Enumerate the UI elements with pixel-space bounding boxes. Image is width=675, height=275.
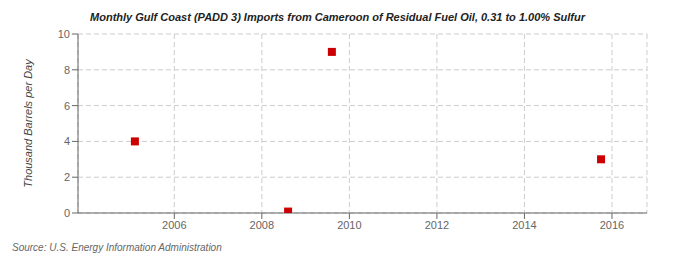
svg-text:Thousand Barrels per Day: Thousand Barrels per Day bbox=[22, 58, 34, 188]
svg-text:10: 10 bbox=[58, 28, 70, 40]
svg-text:2012: 2012 bbox=[425, 219, 449, 231]
svg-text:2016: 2016 bbox=[600, 219, 624, 231]
svg-text:8: 8 bbox=[64, 64, 70, 76]
svg-text:2006: 2006 bbox=[162, 219, 186, 231]
svg-text:2008: 2008 bbox=[250, 219, 274, 231]
svg-text:4: 4 bbox=[64, 135, 70, 147]
svg-text:2014: 2014 bbox=[512, 219, 536, 231]
html-text:Monthly Gulf Coast (PADD 3) Im: Monthly Gulf Coast (PADD 3) Imports from… bbox=[90, 11, 585, 23]
svg-text:2010: 2010 bbox=[337, 219, 361, 231]
svg-text:0: 0 bbox=[64, 207, 70, 219]
svg-text:6: 6 bbox=[64, 100, 70, 112]
html-text:Source: U.S. Energy Informatio: Source: U.S. Energy Information Administ… bbox=[12, 242, 222, 253]
svg-text:2: 2 bbox=[64, 171, 70, 183]
